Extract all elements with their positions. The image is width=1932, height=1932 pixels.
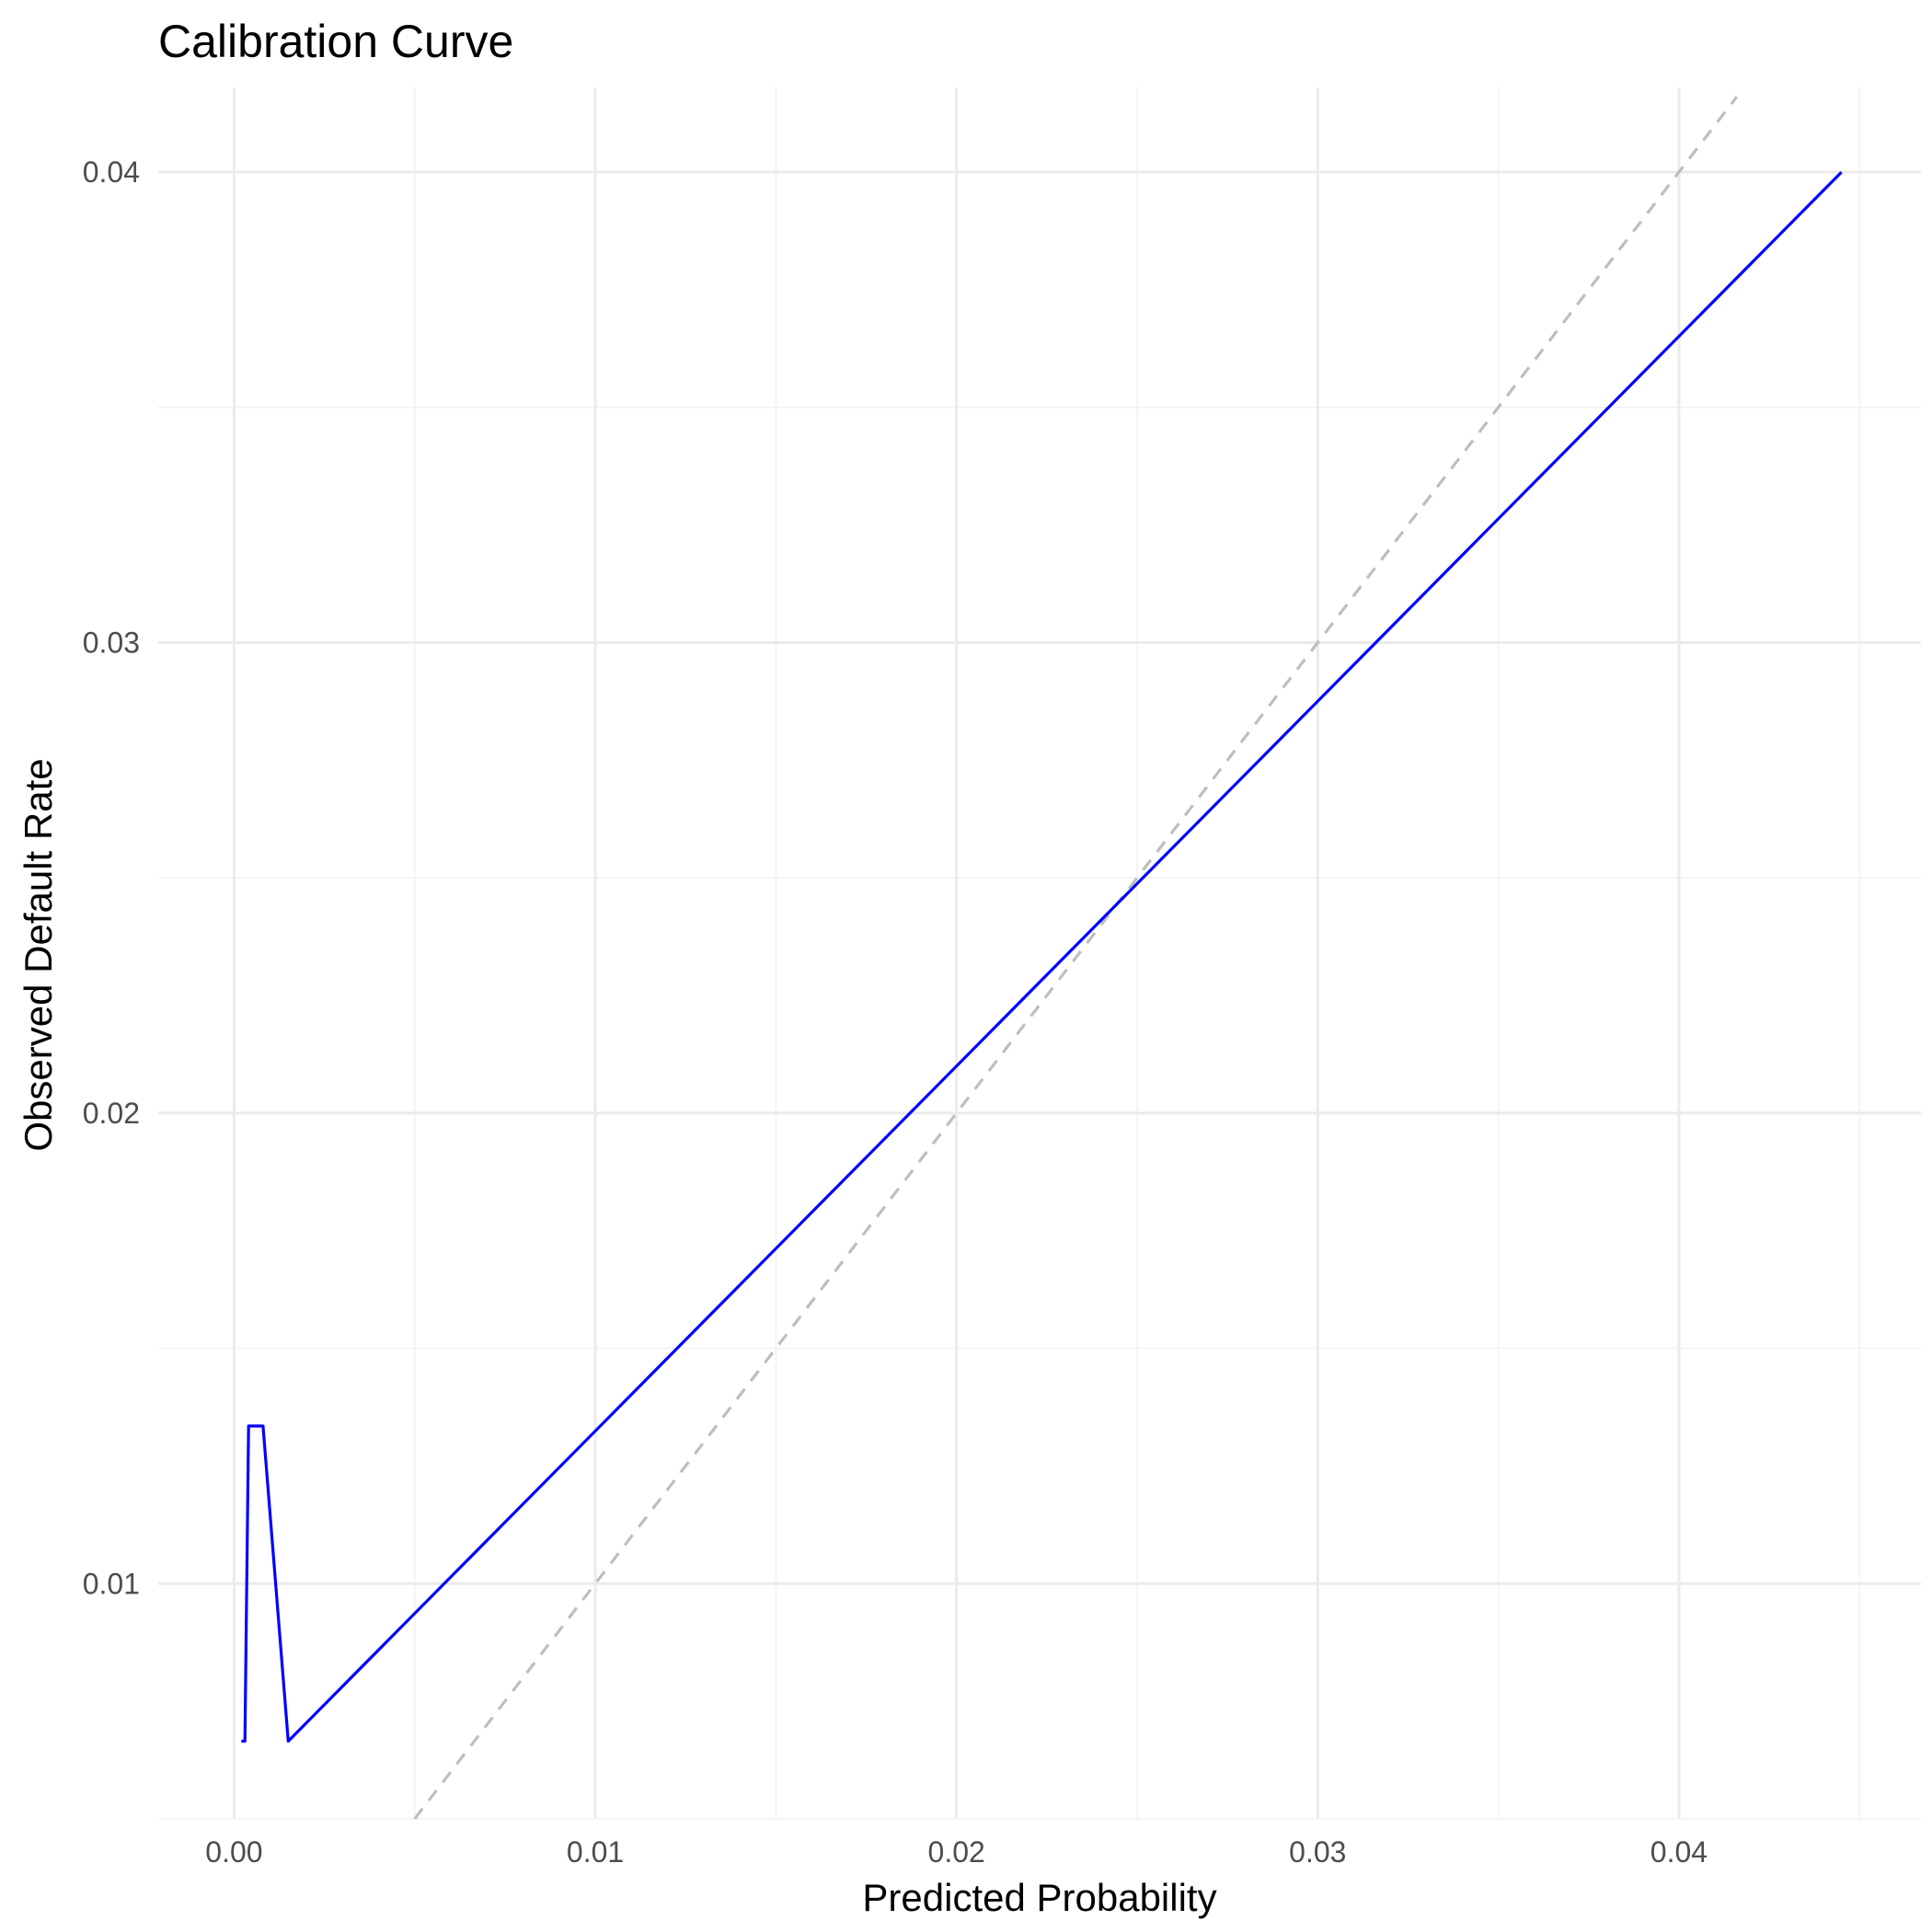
y-tick-label: 0.01 [83, 1567, 140, 1600]
x-tick-label: 0.00 [205, 1835, 262, 1869]
grid [158, 87, 1921, 1820]
y-axis-title: Observed Default Rate [17, 758, 60, 1151]
x-axis-title: Predicted Probability [862, 1876, 1216, 1919]
x-tick-label: 0.02 [928, 1835, 985, 1869]
series-layer [241, 170, 1843, 1743]
x-tick-label: 0.04 [1650, 1835, 1708, 1869]
y-tick-label: 0.02 [83, 1097, 140, 1130]
y-tick-label: 0.04 [83, 155, 140, 189]
y-axis-ticks: 0.01 0.02 0.03 0.04 [83, 155, 140, 1600]
reference-diagonal [413, 96, 1739, 1820]
y-tick-label: 0.03 [83, 626, 140, 659]
x-tick-label: 0.01 [567, 1835, 624, 1869]
reference-line [413, 96, 1739, 1820]
x-axis-ticks: 0.00 0.01 0.02 0.03 0.04 [205, 1835, 1708, 1869]
chart-title: Calibration Curve [158, 16, 513, 67]
x-tick-label: 0.03 [1289, 1835, 1346, 1869]
calibration-series-line [241, 170, 1843, 1743]
